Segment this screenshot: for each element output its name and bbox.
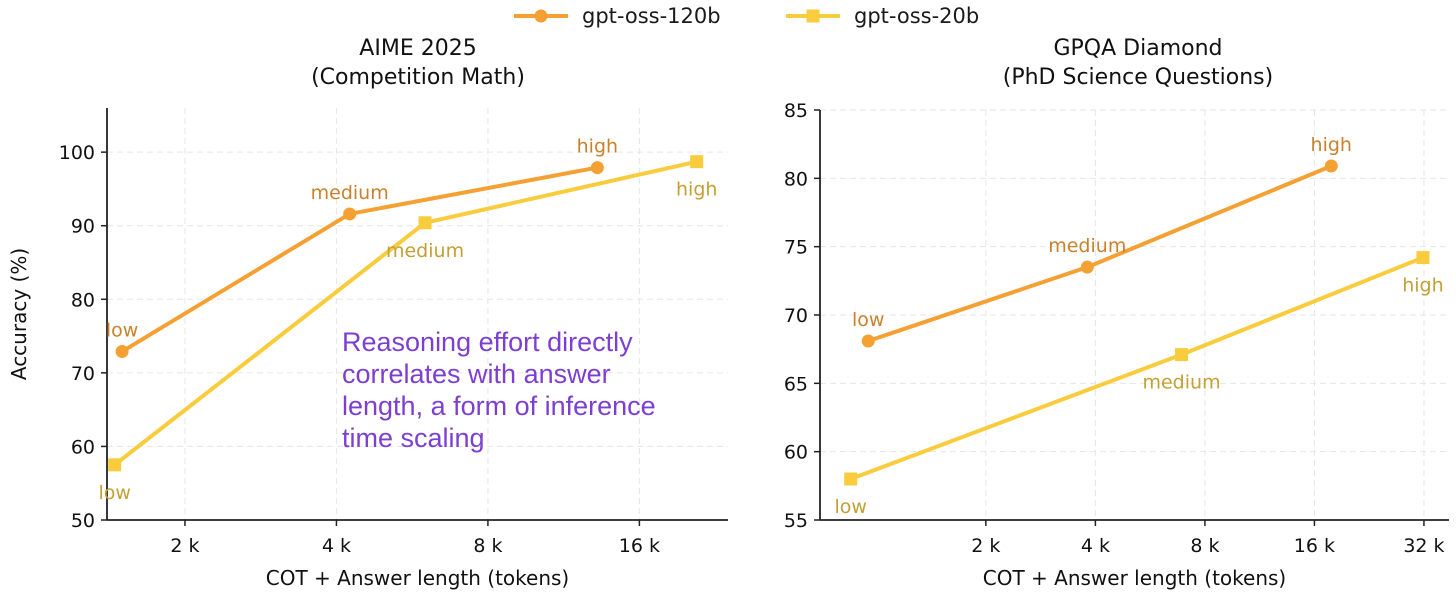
- chart2-x-tick-label: 8 k: [1190, 535, 1219, 557]
- chart1-y-tick-label: 80: [71, 289, 95, 311]
- legend-label-gpt-oss-20b: gpt-oss-20b: [854, 4, 980, 28]
- chart1-gpt-oss-120b-point-high: [590, 161, 604, 175]
- chart2-gpt-oss-20b-label-low: low: [834, 496, 866, 518]
- chart2-x-tick-label: 2 k: [971, 535, 1000, 557]
- chart2-x-tick-label: 32 k: [1403, 535, 1444, 557]
- chart2-y-tick-label: 65: [784, 373, 808, 395]
- chart1-y-tick-label: 100: [59, 142, 95, 164]
- chart1-x-tick-label: 2 k: [170, 535, 199, 557]
- chart2-gpt-oss-20b-label-high: high: [1402, 275, 1443, 297]
- chart2-y-tick-label: 55: [784, 510, 808, 532]
- square-marker-icon: [786, 9, 840, 23]
- chart1-y-tick-label: 70: [71, 363, 95, 385]
- chart1-gpt-oss-120b-point-medium: [343, 207, 357, 221]
- chart2-y-tick-label: 75: [784, 237, 808, 259]
- chart1-gpt-oss-20b-point-low: [108, 458, 122, 472]
- chart2-gpt-oss-20b-point-low: [844, 472, 858, 486]
- chart1-x-axis-label: COT + Answer length (tokens): [266, 566, 569, 590]
- chart1-gpt-oss-120b-point-low: [115, 345, 129, 359]
- chart2-gpt-oss-120b-label-high: high: [1311, 134, 1352, 156]
- chart1-gpt-oss-20b-point-high: [690, 155, 704, 169]
- legend-marker-20b: [806, 9, 820, 23]
- legend-item-gpt-oss-20b: gpt-oss-20b: [784, 2, 979, 30]
- chart2-subtitle: (PhD Science Questions): [1003, 65, 1273, 90]
- chart1-gpt-oss-20b-label-high: high: [676, 179, 717, 201]
- chart2-gpt-oss-120b-point-medium: [1080, 260, 1094, 274]
- annotation-text: Reasoning effort directly correlates wit…: [342, 327, 656, 453]
- chart1-x-tick-label: 16 k: [619, 535, 660, 557]
- chart2-title: GPQA Diamond: [1053, 36, 1222, 61]
- chart1-y-tick-label: 60: [71, 436, 95, 458]
- chart1-x-tick-label: 8 k: [473, 535, 502, 557]
- chart2-gpt-oss-20b-point-medium: [1175, 348, 1189, 362]
- chart2-gpt-oss-120b-label-low: low: [852, 309, 884, 331]
- chart2-gpt-oss-20b-label-medium: medium: [1142, 372, 1220, 394]
- chart1-subtitle: (Competition Math): [311, 65, 525, 90]
- chart2-y-tick-label: 60: [784, 442, 808, 464]
- chart1-gpt-oss-20b-label-medium: medium: [386, 240, 464, 262]
- chart1-x-tick-label: 4 k: [322, 535, 351, 557]
- chart2-gpt-oss-120b-point-low: [861, 334, 875, 348]
- legend-label-gpt-oss-120b: gpt-oss-120b: [582, 4, 721, 28]
- legend-marker-120b: [534, 9, 548, 23]
- chart1-gpt-oss-20b-label-low: low: [98, 482, 130, 504]
- chart1-y-axis-label: Accuracy (%): [7, 248, 31, 380]
- chart1-y-tick-label: 50: [71, 510, 95, 532]
- chart1-gpt-oss-120b-label-low: low: [106, 320, 138, 342]
- chart2-x-tick-label: 16 k: [1294, 535, 1335, 557]
- chart2-y-tick-label: 85: [784, 100, 808, 122]
- circle-marker-icon: [514, 9, 568, 23]
- chart1-y-tick-label: 90: [71, 216, 95, 238]
- chart2-y-tick-label: 70: [784, 305, 808, 327]
- chart2-gpt-oss-20b-line: [848, 255, 1425, 481]
- chart2-x-tick-label: 4 k: [1081, 535, 1110, 557]
- chart1-gpt-oss-120b-label-medium: medium: [311, 182, 389, 204]
- chart1-title: AIME 2025: [359, 36, 476, 61]
- chart2-gpt-oss-120b-label-medium: medium: [1048, 235, 1126, 257]
- chart2-y-tick-label: 80: [784, 168, 808, 190]
- legend-item-gpt-oss-120b: gpt-oss-120b: [512, 2, 721, 30]
- chart1-gpt-oss-20b-point-medium: [418, 216, 432, 230]
- chart2-gpt-oss-120b-point-high: [1324, 159, 1338, 173]
- legend: gpt-oss-120b gpt-oss-20b: [0, 0, 1456, 34]
- chart2-x-axis-label: COT + Answer length (tokens): [983, 566, 1286, 590]
- chart1-gpt-oss-120b-label-high: high: [577, 136, 618, 158]
- chart2-gpt-oss-20b-point-high: [1416, 251, 1430, 265]
